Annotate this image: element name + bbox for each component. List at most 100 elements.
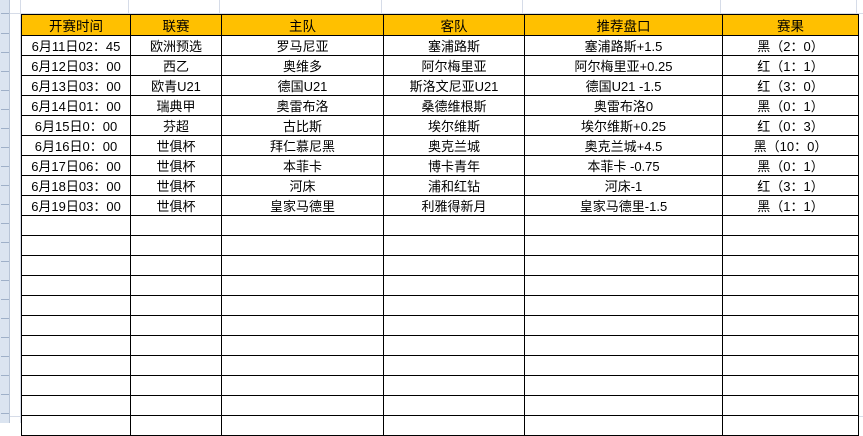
cell-time[interactable]: 6月18日03：00 (21, 175, 131, 196)
cell-league-empty[interactable] (130, 395, 222, 416)
cell-result-empty[interactable] (722, 335, 859, 356)
cell-odds-empty[interactable] (524, 355, 723, 376)
cell-result[interactable]: 红（0：3） (722, 115, 859, 136)
cell-odds[interactable]: 奥克兰城+4.5 (524, 135, 723, 156)
cell-odds-empty[interactable] (524, 375, 723, 396)
cell-odds-empty[interactable] (524, 395, 723, 416)
cell-league[interactable]: 世俱杯 (130, 135, 222, 156)
cell-time-empty[interactable] (21, 395, 131, 416)
column-header-home[interactable]: 主队 (221, 14, 384, 36)
cell-result-empty[interactable] (722, 235, 859, 256)
cell-home[interactable]: 罗马尼亚 (221, 35, 384, 56)
cell-league-empty[interactable] (130, 335, 222, 356)
cell-league-empty[interactable] (130, 415, 222, 436)
cell-league-empty[interactable] (130, 215, 222, 236)
cell-odds-empty[interactable] (524, 335, 723, 356)
cell-away-empty[interactable] (383, 395, 525, 416)
cell-league-empty[interactable] (130, 375, 222, 396)
cell-time-empty[interactable] (21, 275, 131, 296)
cell-odds-empty[interactable] (524, 215, 723, 236)
cell-league[interactable]: 瑞典甲 (130, 95, 222, 116)
column-header-away[interactable]: 客队 (383, 14, 525, 36)
cell-home-empty[interactable] (221, 395, 384, 416)
cell-time[interactable]: 6月11日02：45 (21, 35, 131, 56)
cell-time[interactable]: 6月15日0：00 (21, 115, 131, 136)
cell-league-empty[interactable] (130, 275, 222, 296)
cell-time-empty[interactable] (21, 215, 131, 236)
cell-home-empty[interactable] (221, 355, 384, 376)
cell-time[interactable]: 6月12日03：00 (21, 55, 131, 76)
cell-odds[interactable]: 皇家马德里-1.5 (524, 195, 723, 216)
cell-result[interactable]: 红（3：1） (722, 175, 859, 196)
cell-odds[interactable]: 阿尔梅里亚+0.25 (524, 55, 723, 76)
cell-time[interactable]: 6月13日03：00 (21, 75, 131, 96)
cell-away[interactable]: 塞浦路斯 (383, 35, 525, 56)
column-header-time[interactable]: 开赛时间 (21, 14, 131, 36)
cell-league[interactable]: 世俱杯 (130, 175, 222, 196)
cell-result[interactable]: 黑（1：1） (722, 195, 859, 216)
cell-away[interactable]: 利雅得新月 (383, 195, 525, 216)
cell-result[interactable]: 红（3：0） (722, 75, 859, 96)
column-header-result[interactable]: 赛果 (722, 14, 859, 36)
cell-home-empty[interactable] (221, 255, 384, 276)
cell-odds[interactable]: 本菲卡 -0.75 (524, 155, 723, 176)
cell-league-empty[interactable] (130, 315, 222, 336)
cell-odds-empty[interactable] (524, 235, 723, 256)
cell-result[interactable]: 黑（2：0） (722, 35, 859, 56)
cell-away[interactable]: 浦和红钻 (383, 175, 525, 196)
cell-league[interactable]: 世俱杯 (130, 155, 222, 176)
cell-odds[interactable]: 埃尔维斯+0.25 (524, 115, 723, 136)
cell-time[interactable]: 6月16日0：00 (21, 135, 131, 156)
cell-odds-empty[interactable] (524, 415, 723, 436)
cell-away-empty[interactable] (383, 355, 525, 376)
cell-result-empty[interactable] (722, 215, 859, 236)
cell-league[interactable]: 西乙 (130, 55, 222, 76)
cell-result[interactable]: 黑（0：1） (722, 155, 859, 176)
cell-time-empty[interactable] (21, 255, 131, 276)
cell-away[interactable]: 桑德维根斯 (383, 95, 525, 116)
cell-odds[interactable]: 德国U21 -1.5 (524, 75, 723, 96)
cell-time-empty[interactable] (21, 315, 131, 336)
cell-home-empty[interactable] (221, 415, 384, 436)
cell-away-empty[interactable] (383, 295, 525, 316)
row-header-strip[interactable] (0, 0, 10, 423)
cell-result-empty[interactable] (722, 395, 859, 416)
cell-home-empty[interactable] (221, 375, 384, 396)
cell-result-empty[interactable] (722, 375, 859, 396)
column-header-odds[interactable]: 推荐盘口 (524, 14, 723, 36)
cell-odds[interactable]: 河床-1 (524, 175, 723, 196)
cell-time-empty[interactable] (21, 355, 131, 376)
cell-odds-empty[interactable] (524, 315, 723, 336)
cell-result[interactable]: 黑（10：0） (722, 135, 859, 156)
cell-home[interactable]: 皇家马德里 (221, 195, 384, 216)
cell-home[interactable]: 拜仁慕尼黑 (221, 135, 384, 156)
cell-time-empty[interactable] (21, 235, 131, 256)
column-header-league[interactable]: 联赛 (130, 14, 222, 36)
cell-odds-empty[interactable] (524, 255, 723, 276)
cell-away-empty[interactable] (383, 315, 525, 336)
cell-result-empty[interactable] (722, 415, 859, 436)
cell-home-empty[interactable] (221, 295, 384, 316)
cell-away-empty[interactable] (383, 215, 525, 236)
cell-time[interactable]: 6月19日03：00 (21, 195, 131, 216)
cell-away[interactable]: 阿尔梅里亚 (383, 55, 525, 76)
cell-result[interactable]: 红（1：1） (722, 55, 859, 76)
cell-home[interactable]: 本菲卡 (221, 155, 384, 176)
cell-league-empty[interactable] (130, 355, 222, 376)
cell-home-empty[interactable] (221, 275, 384, 296)
cell-home-empty[interactable] (221, 315, 384, 336)
cell-home[interactable]: 古比斯 (221, 115, 384, 136)
cell-home[interactable]: 奥雷布洛 (221, 95, 384, 116)
cell-away[interactable]: 博卡青年 (383, 155, 525, 176)
cell-time-empty[interactable] (21, 375, 131, 396)
cell-away[interactable]: 斯洛文尼亚U21 (383, 75, 525, 96)
cell-result-empty[interactable] (722, 315, 859, 336)
cell-league[interactable]: 欧洲预选 (130, 35, 222, 56)
cell-odds[interactable]: 奥雷布洛0 (524, 95, 723, 116)
cell-away-empty[interactable] (383, 255, 525, 276)
cell-odds-empty[interactable] (524, 275, 723, 296)
cell-time[interactable]: 6月17日06：00 (21, 155, 131, 176)
cell-league-empty[interactable] (130, 235, 222, 256)
cell-result-empty[interactable] (722, 275, 859, 296)
cell-league[interactable]: 世俱杯 (130, 195, 222, 216)
